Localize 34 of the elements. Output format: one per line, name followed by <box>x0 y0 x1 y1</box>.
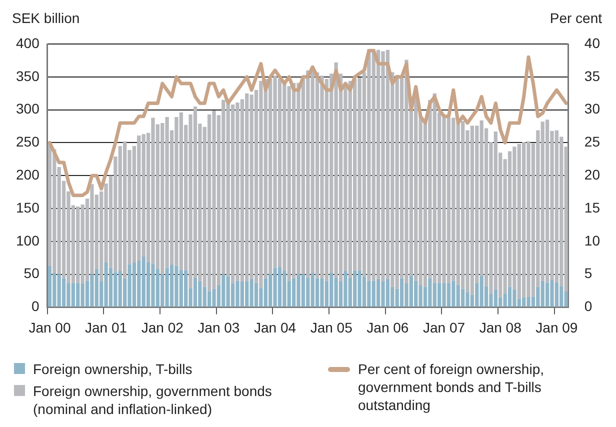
y2-tick-label: 25 <box>584 134 600 150</box>
x-tick-label: Jan 02 <box>141 319 184 336</box>
y2-tick-label: 20 <box>584 166 600 182</box>
y-tick-label: 350 <box>16 68 40 84</box>
y-axis-title: SEK billion <box>12 10 80 26</box>
legend-label: Foreign ownership, government bonds (nominal and inflation-linked) <box>33 382 273 418</box>
y2-tick-label: 30 <box>584 100 600 117</box>
y2-tick-label: 10 <box>584 232 600 248</box>
bar <box>48 266 52 307</box>
y-tick-label: 400 <box>16 34 40 51</box>
x-tick-label: Jan 00 <box>28 319 71 336</box>
y2-axis-title: Per cent <box>550 10 602 26</box>
y2-tick-label: 0 <box>584 298 592 314</box>
x-tick-label: Jan 01 <box>85 319 128 336</box>
legend-label: Foreign ownership, T-bills <box>33 360 192 378</box>
y-tick-label: 0 <box>32 298 40 314</box>
y2-tick-label: 40 <box>584 34 600 51</box>
x-tick-label: Jan 06 <box>366 319 409 336</box>
y-tick-label: 50 <box>24 265 40 282</box>
y2-tick-label: 5 <box>584 265 592 282</box>
x-tick-label: Jan 03 <box>198 319 240 336</box>
x-tick-label: Jan 04 <box>254 319 296 336</box>
y-tick-label: 100 <box>16 232 40 248</box>
y-tick-label: 200 <box>16 166 40 182</box>
x-tick-label: Jan 05 <box>310 319 353 336</box>
y-tick-label: 150 <box>16 199 40 216</box>
legend-label: Per cent of foreign ownership, government bonds and T-bills outstanding <box>358 360 545 414</box>
y2-tick-label: 15 <box>584 199 600 216</box>
x-tick-label: Jan 07 <box>423 319 466 336</box>
y-tick-label: 300 <box>16 100 40 117</box>
y-tick-label: 250 <box>16 134 40 150</box>
x-tick-label: Jan 08 <box>479 319 522 336</box>
x-tick-label: Jan 09 <box>536 319 578 336</box>
y2-tick-label: 35 <box>584 68 600 84</box>
